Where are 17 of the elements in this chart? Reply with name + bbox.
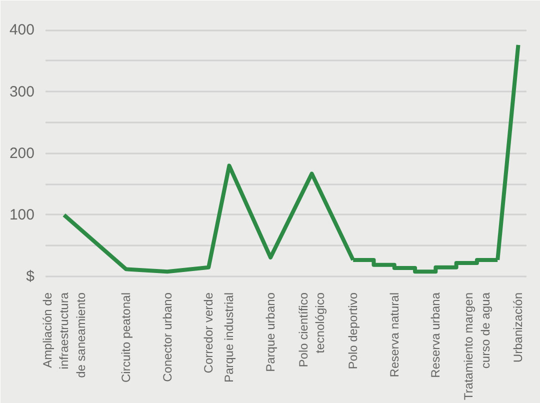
- y-tick-label: 200: [9, 144, 35, 162]
- y-tick-label: 300: [9, 83, 35, 100]
- x-tick-label: Tratamiento margen curso de agua: [462, 292, 492, 400]
- y-tick-label: $: [26, 268, 36, 286]
- x-tick-label: Polo científico tecnológico: [296, 292, 328, 368]
- x-tick-label: Parque industrial: [222, 292, 236, 383]
- x-tick-label: Ampliación de infraestructura de saneamiento: [40, 292, 88, 378]
- y-tick-label: 100: [9, 206, 35, 224]
- x-tick-label: Urbanización: [511, 292, 526, 363]
- x-tick-label: Circuito peatonal: [119, 292, 134, 383]
- y-tick-label: 400: [9, 22, 35, 39]
- x-tick-label: Polo deportivo: [346, 292, 360, 370]
- x-tick-label: Parque urbano: [264, 292, 278, 372]
- x-tick-label: Conector urbano: [160, 292, 174, 382]
- x-tick-label: Reserva urbana: [428, 292, 443, 378]
- x-tick-label: Corredor verde: [202, 292, 216, 374]
- x-tick-label: Reserva natural: [387, 292, 402, 378]
